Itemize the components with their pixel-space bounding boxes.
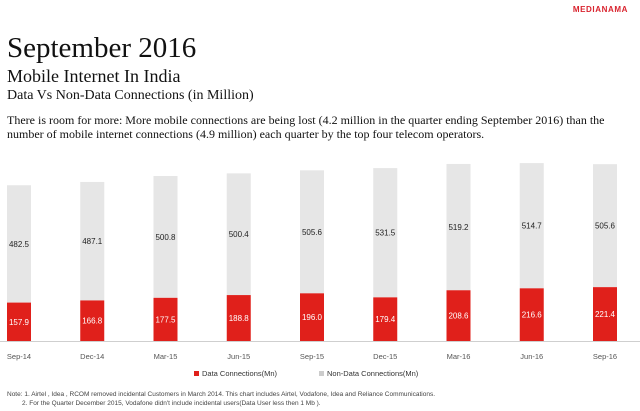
bar-data [446, 290, 471, 341]
value-label-non-data: 519.2 [448, 223, 469, 232]
value-label-data: 208.6 [448, 312, 469, 321]
value-label-data: 216.6 [522, 311, 543, 320]
chart-units-subtitle: Data Vs Non-Data Connections (in Million… [7, 88, 254, 103]
value-label-data: 157.9 [9, 318, 30, 327]
legend-swatch-data [194, 371, 199, 376]
bar-non-data [153, 176, 178, 298]
value-label-non-data: 514.7 [522, 222, 543, 231]
bar-data [153, 297, 178, 341]
bar-non-data [446, 163, 471, 291]
bar-non-data [226, 173, 251, 296]
bar-data [300, 293, 324, 341]
value-label-non-data: 531.5 [375, 229, 396, 238]
value-label-non-data: 505.6 [302, 228, 323, 237]
legend-swatch-non-data [319, 371, 324, 376]
x-tick-label: Dec-15 [373, 352, 397, 361]
value-label-data: 166.8 [82, 317, 103, 326]
bar-non-data [519, 163, 544, 289]
legend-label-data: Data Connections(Mn) [202, 369, 278, 378]
x-tick-label: Mar-16 [447, 352, 471, 361]
bar-non-data [7, 185, 31, 303]
chart-description: There is room for more: More mobile conn… [7, 113, 605, 141]
x-tick-label: Jun-16 [520, 352, 543, 361]
bar-non-data [300, 170, 324, 294]
x-tick-label: Dec-14 [80, 352, 104, 361]
x-tick-label: Sep-16 [593, 352, 617, 361]
value-label-data: 177.5 [155, 315, 176, 324]
value-label-non-data: 482.5 [9, 240, 30, 249]
bar-data [226, 295, 251, 341]
bar-data [519, 288, 544, 341]
value-label-data: 221.4 [595, 310, 616, 319]
brand-logo: MEDIANAMA [572, 5, 628, 14]
footnote-1: Note: 1. Airtel , Idea , RCOM removed in… [7, 391, 436, 398]
bar-non-data [373, 168, 398, 298]
x-tick-label: Jun-15 [227, 352, 250, 361]
bar-non-data [80, 181, 105, 301]
value-label-data: 188.8 [229, 314, 250, 323]
stacked-bar-chart: 482.5 157.9 Sep-14 487.1 166.8 Dec-14 500.8 177… [0, 163, 640, 378]
bar-data [373, 297, 398, 341]
chart-subtitle: Mobile Internet In India [7, 66, 181, 86]
bar-data [7, 302, 31, 341]
footnotes: Note: 1. Airtel , Idea , RCOM removed in… [7, 390, 435, 408]
bar-non-data [593, 164, 617, 288]
value-label-non-data: 500.4 [229, 230, 250, 239]
value-label-data: 179.4 [375, 315, 396, 324]
legend-label-non-data: Non-Data Connections(Mn) [327, 369, 419, 378]
value-label-non-data: 487.1 [82, 237, 103, 246]
value-label-non-data: 505.6 [595, 222, 616, 231]
page-title: September 2016 [7, 32, 197, 64]
footnote-2: 2. For the Quarter December 2015, Vodafo… [22, 400, 321, 407]
bar-data [593, 287, 617, 341]
x-tick-label: Sep-15 [300, 352, 324, 361]
value-label-non-data: 500.8 [155, 233, 176, 242]
x-tick-label: Mar-15 [154, 352, 178, 361]
x-tick-label: Sep-14 [7, 352, 31, 361]
bar-data [80, 300, 105, 341]
value-label-data: 196.0 [302, 313, 323, 322]
